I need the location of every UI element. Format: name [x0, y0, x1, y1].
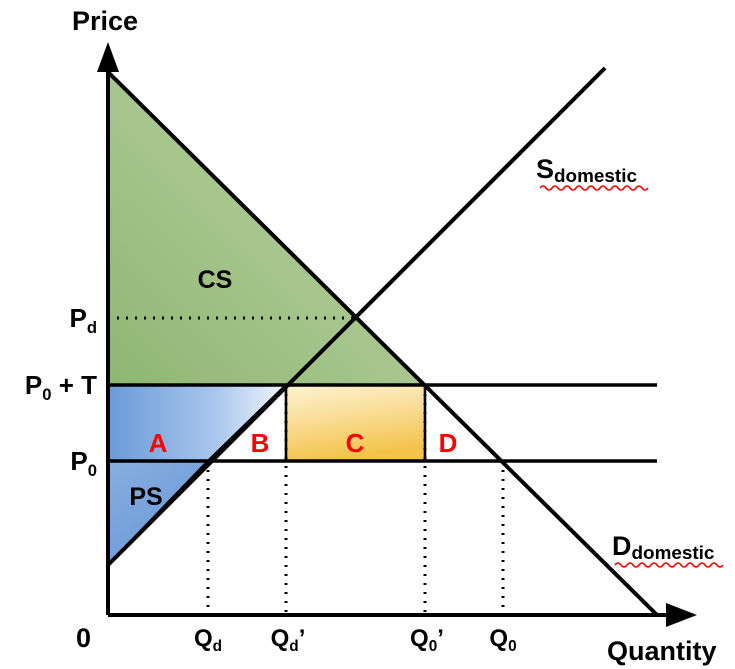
demand-curve-label-base: D — [612, 531, 632, 561]
quantity-label-qd-prime: Qd’ — [271, 625, 306, 655]
price-label-p0-plus-t: P0 + T — [25, 370, 97, 404]
region-c-shape — [286, 385, 425, 461]
demand-curve — [106, 70, 659, 617]
x-axis-title: Quantity — [607, 636, 717, 666]
demand-label-spellcheck-underline — [614, 562, 724, 568]
quantity-label-qd-base: Q — [194, 625, 213, 652]
quantity-label-q0-base: Q — [489, 625, 508, 652]
y-axis-arrow-icon — [97, 42, 119, 72]
region-letter-b: B — [251, 428, 270, 458]
region-letter-a: A — [149, 428, 168, 458]
quantity-label-qd-sub: d — [213, 638, 222, 655]
supply-curve-label: Sdomestic — [536, 154, 637, 187]
price-label-p0-base: P — [70, 446, 87, 476]
supply-curve-label-base: S — [536, 154, 554, 184]
quantity-label-qdp-base: Q — [271, 625, 290, 652]
quantity-label-q0p-prime: ’ — [437, 625, 444, 652]
supply-label-spellcheck-underline — [539, 185, 649, 191]
price-label-pd-sub: d — [87, 318, 97, 337]
y-axis-title: Price — [72, 6, 138, 36]
supply-curve-label-sub: domestic — [554, 166, 637, 187]
price-label-p0-sub: 0 — [88, 461, 97, 480]
quantity-label-qdp-sub: d — [289, 638, 298, 655]
quantity-label-q0: Q0 — [489, 625, 516, 655]
quantity-label-qdp-prime: ’ — [299, 625, 306, 652]
price-label-pd-base: P — [70, 303, 87, 333]
producer-surplus-label: PS — [129, 483, 162, 511]
price-label-p0t-suffix: + T — [51, 370, 97, 400]
quantity-label-q0-sub: 0 — [508, 638, 517, 655]
region-letter-d: D — [439, 428, 458, 458]
price-label-p0t-sub: 0 — [42, 385, 51, 404]
quantity-label-qd: Qd — [194, 625, 222, 655]
x-axis-arrow-icon — [666, 603, 697, 627]
quantity-label-q0-prime: Q0’ — [410, 625, 444, 655]
price-label-pd: Pd — [70, 303, 98, 337]
demand-curve-label: Ddomestic — [612, 531, 714, 564]
price-label-p0: P0 — [70, 446, 97, 480]
demand-curve-label-sub: domestic — [632, 543, 715, 564]
quantity-label-q0p-sub: 0 — [429, 638, 438, 655]
region-a-shape — [108, 385, 286, 461]
consumer-surplus-label: CS — [198, 266, 233, 294]
price-label-p0t-base: P — [25, 370, 42, 400]
region-letter-c: C — [346, 428, 365, 458]
quantity-label-q0p-base: Q — [410, 625, 429, 652]
region-c-fill — [286, 385, 425, 461]
region-a-fill — [108, 385, 286, 461]
origin-label: 0 — [76, 623, 91, 653]
